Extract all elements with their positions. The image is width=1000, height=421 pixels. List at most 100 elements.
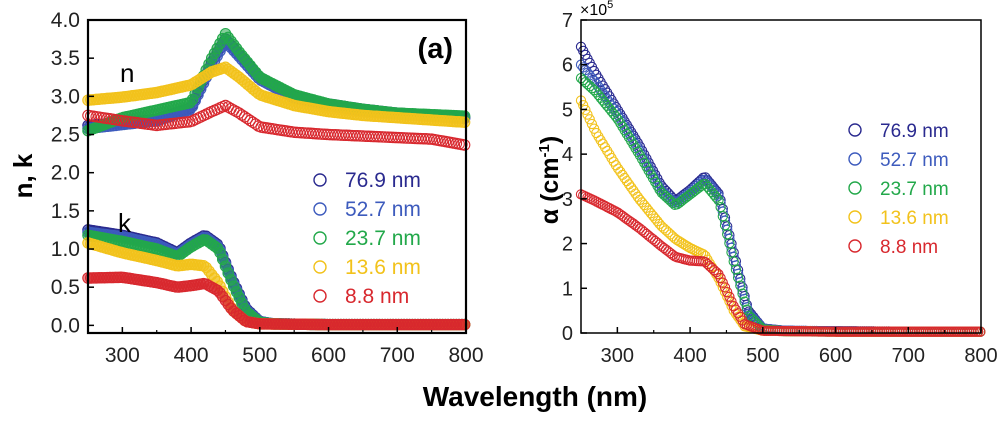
- data-point: [337, 129, 350, 141]
- y-tick-label: 4: [562, 144, 573, 166]
- data-point: [741, 304, 752, 315]
- data-point: [348, 129, 361, 142]
- data-point: [335, 129, 347, 141]
- data-point: [351, 130, 364, 142]
- panel-b-ylabel-main: α (cm: [536, 157, 564, 224]
- legend-marker: [313, 260, 327, 274]
- legend-item: 76.9 nm: [848, 121, 949, 142]
- legend-item: 8.8 nm: [313, 285, 409, 308]
- legend-label: 13.6 nm: [880, 208, 949, 229]
- y-tick-label: 2.5: [51, 124, 80, 147]
- data-point: [722, 286, 733, 298]
- panel-a-x-axis: 300 400 500 600 700 800: [87, 327, 484, 367]
- legend-label: 8.8 nm: [880, 237, 938, 258]
- legend-marker: [848, 181, 862, 195]
- legend-item: 52.7 nm: [313, 198, 421, 221]
- panel-a-label: (a): [418, 33, 453, 65]
- legend-marker: [848, 210, 862, 224]
- data-point: [726, 296, 737, 307]
- data-point: [735, 280, 746, 291]
- data-point: [315, 128, 328, 140]
- data-point: [384, 131, 397, 144]
- k-curves-label: k: [118, 208, 132, 238]
- data-point: [249, 118, 262, 130]
- x-tick-label: 700: [892, 345, 925, 367]
- data-point: [299, 127, 311, 139]
- legend-item: 23.7 nm: [848, 179, 949, 200]
- x-tick-label: 500: [746, 345, 779, 367]
- y-tick-label: 3: [562, 189, 573, 211]
- y-tick-label: 3.5: [51, 47, 80, 70]
- x-tick-label: 800: [964, 345, 997, 367]
- data-point: [715, 272, 726, 284]
- data-point: [362, 130, 375, 143]
- panel-b-x-axis: 300 400 500 600 700 800: [580, 327, 998, 367]
- data-point: [398, 132, 410, 144]
- series-8-8-nm-n: [82, 99, 471, 151]
- n-curves-label: n: [120, 58, 134, 88]
- data-point: [582, 109, 593, 120]
- data-point: [724, 291, 735, 302]
- data-point: [387, 131, 399, 144]
- panel-b-frame: [580, 19, 982, 334]
- chart-panel-a: 300 400 500 600 700 800 0.0 0.5 1.0 1.5 2.0 2.5 3.0…: [8, 9, 484, 367]
- x-tick-label: 600: [311, 344, 346, 367]
- y-multiplier-exponent: 5: [607, 0, 613, 11]
- data-point: [409, 132, 421, 145]
- y-tick-label: 0.5: [51, 276, 80, 299]
- panel-b-ylabel-sup: -1: [536, 144, 553, 157]
- series-8-8-nm: [575, 189, 986, 337]
- y-tick-label: 1.5: [51, 200, 80, 223]
- data-point: [458, 116, 471, 128]
- shared-x-axis-label: Wavelength (nm): [423, 381, 648, 412]
- data-point: [401, 132, 413, 144]
- legend-item: 13.6 nm: [848, 208, 949, 229]
- data-point: [368, 130, 380, 143]
- legend-marker: [848, 123, 862, 137]
- y-tick-label: 1: [562, 278, 573, 300]
- data-point: [458, 139, 471, 151]
- legend-item: 13.6 nm: [313, 256, 421, 279]
- data-point: [379, 131, 391, 143]
- legend-item: 23.7 nm: [313, 227, 421, 250]
- data-point: [458, 318, 471, 331]
- data-point: [417, 132, 430, 145]
- legend-label: 52.7 nm: [345, 198, 421, 221]
- legend-item: 8.8 nm: [848, 237, 938, 258]
- data-point: [719, 282, 731, 293]
- y-tick-label: 5: [562, 99, 573, 121]
- legend-marker: [313, 173, 327, 187]
- x-tick-label: 300: [601, 345, 634, 367]
- legend-marker: [848, 239, 862, 253]
- data-point: [713, 195, 724, 206]
- data-point: [713, 190, 724, 201]
- y-tick-label: 1.0: [51, 238, 80, 261]
- data-point: [390, 131, 402, 144]
- x-tick-label: 300: [105, 344, 140, 367]
- data-point: [730, 264, 742, 275]
- data-point: [695, 180, 707, 192]
- panel-a-y-axis-label: n, k: [8, 153, 38, 198]
- data-point: [365, 130, 377, 143]
- panel-b-y-axis: 0 1 2 3 4 5 6 7: [562, 10, 587, 345]
- data-point: [324, 128, 336, 141]
- legend-label: 52.7 nm: [880, 150, 949, 171]
- x-tick-label: 800: [448, 344, 483, 367]
- data-point: [392, 131, 405, 144]
- y-tick-label: 4.0: [51, 9, 80, 32]
- series-13-6-nm-n: [82, 61, 471, 128]
- panel-b-legend: 76.9 nm 52.7 nm 23.7 nm 13.6 nm 8.8 nm: [848, 121, 949, 258]
- data-point: [739, 296, 750, 307]
- data-point: [717, 277, 728, 288]
- y-multiplier-base: ×10: [580, 2, 607, 19]
- data-point: [412, 132, 424, 145]
- legend-label: 8.8 nm: [345, 285, 409, 308]
- data-point: [584, 114, 595, 125]
- legend-label: 23.7 nm: [345, 227, 421, 250]
- panel-a-legend: 76.9 nm 52.7 nm 23.7 nm 13.6 nm 8.8 nm: [313, 169, 421, 308]
- panel-a-series-layer: [82, 27, 471, 331]
- y-tick-label: 3.0: [51, 85, 80, 108]
- x-tick-label: 700: [380, 344, 415, 367]
